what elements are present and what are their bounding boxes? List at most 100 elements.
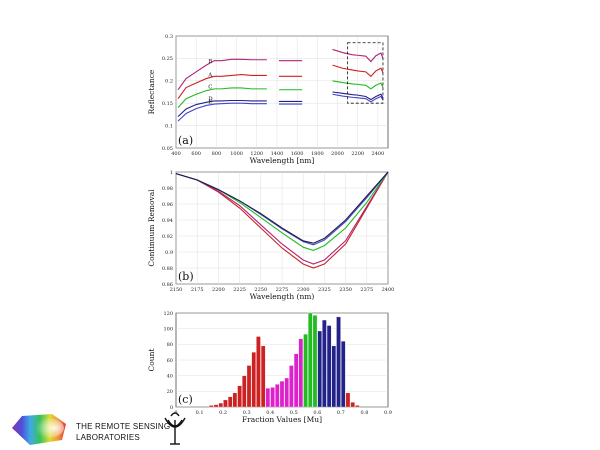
histogram-bar [317, 330, 322, 408]
histogram-bar [260, 345, 266, 408]
y-tick-label: 20 [167, 389, 173, 395]
histogram-bar [308, 312, 313, 408]
y-tick-label: 0.98 [162, 186, 173, 192]
x-tick-label: 1600 [291, 151, 304, 157]
lab-name-line2: LABORATORIES [76, 433, 140, 442]
histogram-bar [265, 388, 271, 408]
panel-b-tag: (b) [178, 270, 194, 283]
histogram-bar [275, 384, 280, 408]
panel-b-x-ticks: 2150 2175 2200 2225 2250 2275 2300 2325 2350 2375… [170, 287, 395, 293]
panel-a-series [177, 48, 384, 122]
y-tick-label: 0.15 [162, 101, 173, 107]
spectrum-glow-icon [32, 418, 64, 438]
y-tick-label: 0.2 [165, 79, 173, 85]
series-line-E [332, 93, 384, 103]
histogram-bar [336, 316, 341, 408]
panel-a-y-ticks: 0.05 0.1 0.15 0.2 0.25 0.3 [162, 34, 173, 152]
histogram-bar [209, 405, 214, 408]
y-tick-label: 120 [163, 311, 173, 317]
panel-a-frame [175, 35, 389, 149]
y-tick-label: 0.94 [162, 218, 173, 224]
panel-a-x-ticks: 400 600 800 1000 1200 1400 1600 1800 2000 2200 240… [171, 151, 384, 157]
x-tick-label: 0.7 [337, 410, 345, 416]
x-tick-label: 1200 [250, 151, 263, 157]
panel-b-x-label: Wavelength (nm) [250, 292, 315, 301]
x-tick-label: 0.3 [243, 410, 251, 416]
histogram-bar [289, 365, 294, 408]
series-line-A [177, 73, 267, 100]
x-tick-label: 2200 [351, 151, 364, 157]
histogram-bar [303, 333, 308, 408]
x-tick-label: 400 [171, 151, 181, 157]
histogram-bar [293, 353, 299, 408]
y-tick-label: 0.9 [165, 250, 173, 256]
y-tick-label: 0 [170, 405, 173, 411]
panel-c-tag: (c) [178, 393, 193, 406]
x-tick-label: 2400 [372, 151, 385, 157]
histogram-bar [341, 341, 346, 408]
histogram-bar [237, 385, 242, 408]
panel-a-grid [175, 35, 388, 149]
panel-c-y-label: Count [147, 349, 156, 372]
y-tick-label: 60 [167, 358, 173, 364]
y-tick-label: 100 [163, 326, 173, 332]
panel-c-x-label: Fraction Values [Mu] [242, 415, 322, 424]
series-line-1 [175, 171, 389, 265]
panel-c-histogram-chart: 0 0.1 0.2 0.3 0.4 0.5 0.6 0.7 0.8 0.9 0 20 40 60 80 10… [147, 311, 392, 424]
histogram-bar [326, 325, 332, 408]
y-tick-label: 0.88 [162, 266, 173, 272]
histogram-bar [331, 345, 337, 408]
x-tick-label: 600 [191, 151, 201, 157]
x-tick-label: 0.8 [360, 410, 368, 416]
panel-a-y-label: Reflectance [147, 69, 156, 114]
x-tick-label: 2350 [339, 287, 352, 293]
histogram-bar [312, 315, 318, 408]
x-tick-label: 2225 [233, 287, 246, 293]
histogram-bar [223, 399, 228, 408]
panel-c-grid [176, 312, 388, 408]
lab-name-line1: THE REMOTE SENSING [76, 422, 170, 431]
y-tick-label: 0.92 [162, 234, 173, 240]
histogram-bar [298, 338, 304, 408]
histogram-bar [227, 396, 233, 408]
x-tick-label: 2325 [318, 287, 331, 293]
x-tick-label: 2300 [297, 287, 310, 293]
histogram-bar [345, 392, 351, 408]
series-line-E [177, 102, 267, 122]
y-tick-label: 0.25 [162, 56, 173, 62]
menorah-emblem-icon [164, 412, 186, 445]
histogram-bar [256, 336, 261, 408]
panel-c-bars [209, 312, 360, 408]
histogram-bar [251, 352, 256, 408]
x-tick-label: 0.6 [313, 410, 321, 416]
histogram-bar [322, 319, 327, 408]
series-line-B [332, 48, 384, 63]
panel-b-series [175, 171, 389, 269]
histogram-bar [350, 402, 355, 408]
y-tick-label: 80 [167, 342, 173, 348]
series-line-D [332, 91, 384, 101]
x-tick-label: 2200 [212, 287, 225, 293]
series-line-4 [175, 171, 389, 244]
panel-a-tag: (a) [178, 134, 193, 147]
x-tick-label: 2175 [191, 287, 204, 293]
x-tick-label: 2150 [170, 287, 183, 293]
x-tick-label: 0.4 [266, 410, 274, 416]
panel-b-grid [175, 171, 389, 285]
series-line-C [332, 80, 384, 90]
y-tick-label: 0.86 [162, 282, 173, 288]
panel-a-x-label: Wavelength [nm] [250, 156, 315, 165]
histogram-bar [213, 404, 219, 408]
x-tick-label: 0.1 [196, 410, 204, 416]
series-label-C: C [208, 85, 212, 91]
series-line-A [332, 64, 384, 78]
series-label-E: E [208, 99, 212, 105]
histogram-bar [355, 405, 360, 408]
panel-b-continuum-removal-chart: 2150 2175 2200 2225 2250 2275 2300 2325 2350 2375… [147, 170, 394, 301]
x-tick-label: 2275 [276, 287, 289, 293]
series-label-B: B [208, 59, 212, 65]
x-tick-label: 0.5 [290, 410, 298, 416]
y-tick-label: 0.1 [165, 123, 173, 129]
panel-b-y-label: Continuum Removal [147, 189, 156, 267]
y-tick-label: 0.96 [162, 202, 173, 208]
